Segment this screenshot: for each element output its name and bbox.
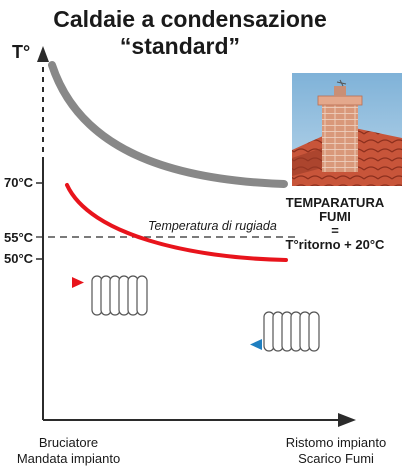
tick-label-55: 55°C [4,230,34,245]
x-axis [43,413,356,427]
x-end-line2: Scarico Fumi [298,451,374,466]
chimney-roof-photo [292,73,402,186]
x-axis-end-label: Ristomo impianto Scarico Fumi [270,435,402,467]
y-axis [37,46,49,420]
formula-line3: = [331,223,339,238]
x-axis-start-label: Bruciatore Mandata impianto [6,435,131,467]
flue-temperature-formula: TEMPARATURA FUMI = T°ritorno + 20°C [262,196,408,252]
tick-label-50: 50°C [4,251,34,266]
return-marker-icon [250,339,262,350]
formula-line1: TEMPARATURA [285,195,385,210]
flue-gas-curve-gray [48,61,288,188]
x-start-line2: Mandata impianto [16,451,121,466]
diagram-title-line1: Caldaie a condensazione [53,6,327,32]
radiator-icon [263,311,320,352]
x-end-line1: Ristomo impianto [285,435,387,450]
formula-line4: T°ritorno + 20°C [285,237,385,252]
tick-label-70: 70°C [4,175,34,190]
formula-line2: FUMI [319,209,351,224]
water-curve-red [65,183,288,262]
y-axis-label: T° [12,42,31,62]
x-start-line1: Bruciatore [38,435,99,450]
dew-point-label: Temperatura di rugiada [148,219,277,233]
diagram-title-line2: “standard” [119,33,241,59]
supply-marker-icon [72,277,84,288]
radiator-icon [91,275,148,316]
